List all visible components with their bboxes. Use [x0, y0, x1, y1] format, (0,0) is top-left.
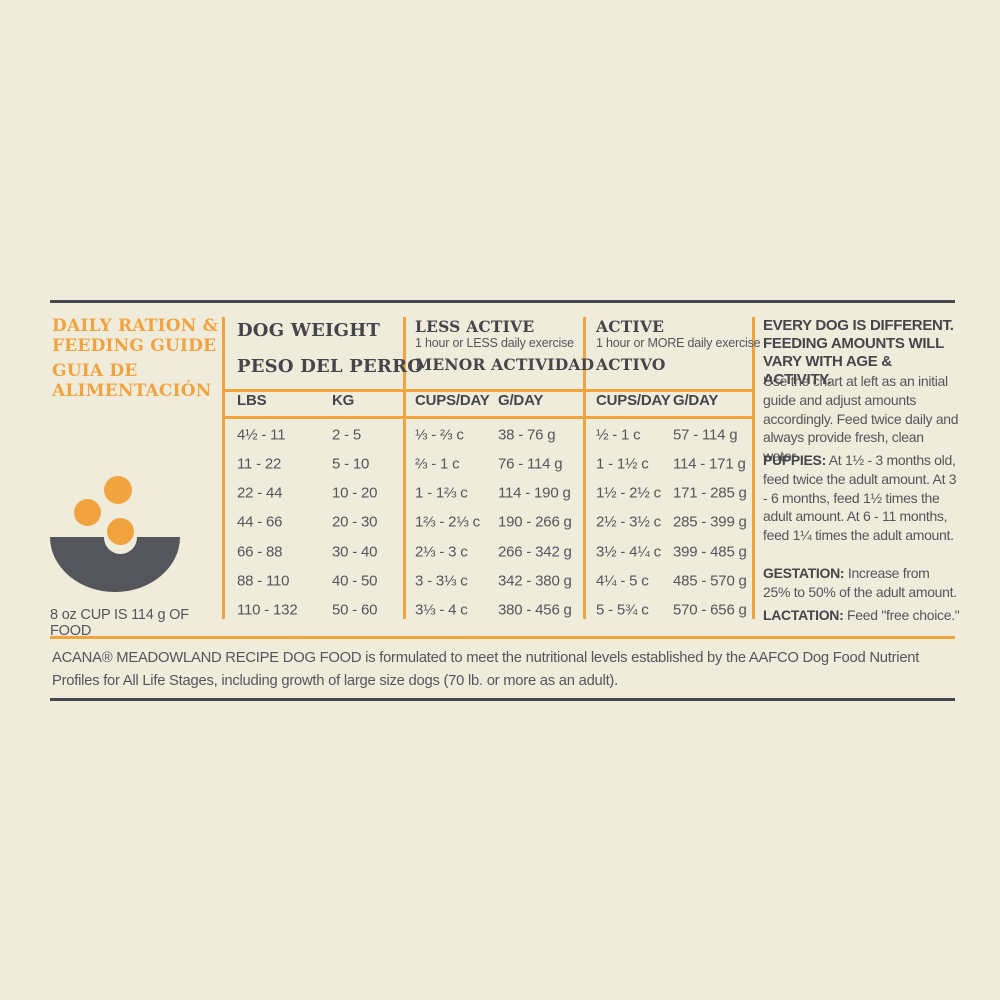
notes-intro: Use the chart at left as an initial guid…: [763, 373, 959, 465]
divider-lessactive-active: [583, 317, 586, 619]
table-row: 22 - 44 10 - 20 1 - 1⅔ c 114 - 190 g 1½ …: [222, 478, 755, 507]
table-bottom-rule: [50, 636, 955, 639]
kibble-piece-icon: [74, 499, 101, 526]
lbs-value: 22 - 44: [237, 484, 283, 501]
cup-measure-note: 8 oz CUP IS 114 g OF FOOD: [50, 607, 189, 639]
kg-value: 10 - 20: [332, 484, 378, 501]
less-active-grams-value: 190 - 266 g: [498, 513, 572, 530]
active-grams-value: 570 - 656 g: [673, 601, 747, 618]
active-grams-value: 285 - 399 g: [673, 513, 747, 530]
col-header-dog-weight: DOG WEIGHT: [237, 320, 381, 341]
less-active-grams-value: 114 - 190 g: [498, 484, 571, 501]
guide-title-en: DAILY RATION & FEEDING GUIDE: [52, 316, 222, 356]
table-row: 4½ - 11 2 - 5 ⅓ - ⅔ c 38 - 76 g ½ - 1 c …: [222, 420, 755, 449]
table-subheader-row: LBS KG CUPS/DAY G/DAY CUPS/DAY G/DAY: [222, 392, 755, 416]
guide-subtitle-line2: ALIMENTACIÓN: [52, 380, 212, 401]
puppies-label: PUPPIES:: [763, 452, 826, 468]
col-header-menor-actividad: MENOR ACTIVIDAD: [415, 355, 595, 374]
guide-subtitle-line1: GUIA DE: [52, 361, 138, 381]
kg-value: 30 - 40: [332, 543, 378, 560]
bottom-rule: [50, 698, 955, 701]
divider-active-notes: [752, 317, 755, 619]
subheader-cups-active: CUPS/DAY: [596, 392, 671, 409]
subheader-kg: KG: [332, 392, 355, 409]
less-active-cups-value: 1 - 1⅔ c: [415, 484, 468, 501]
notes-puppies: PUPPIES: At 1½ - 3 months old, feed twic…: [763, 451, 960, 545]
less-active-cups-value: 1⅔ - 2⅓ c: [415, 513, 480, 530]
puppies-text: At 1½ - 3 months old, feed twice the adu…: [763, 452, 957, 544]
active-cups-value: ½ - 1 c: [596, 426, 641, 443]
less-active-cups-value: ⅔ - 1 c: [415, 455, 460, 472]
active-cups-value: 1 - 1½ c: [596, 455, 649, 472]
subheader-gday-active: G/DAY: [673, 392, 719, 409]
aafco-statement: ACANA® MEADOWLAND RECIPE DOG FOOD is for…: [52, 650, 920, 689]
active-cups-value: 4¼ - 5 c: [596, 572, 649, 589]
notes-heading: EVERY DOG IS DIFFERENT. FEEDING AMOUNTS …: [763, 317, 954, 388]
gestation-text: Increase from 25% to 50% of the adult am…: [763, 565, 957, 600]
active-grams-value: 171 - 285 g: [673, 484, 747, 501]
lbs-value: 11 - 22: [237, 455, 282, 472]
less-active-grams-value: 342 - 380 g: [498, 572, 572, 589]
lbs-value: 110 - 132: [237, 601, 298, 618]
col-subtext-less-active: 1 hour or LESS daily exercise: [415, 336, 574, 350]
guide-title-line1: DAILY RATION &: [52, 316, 219, 336]
less-active-cups-value: 3⅓ - 4 c: [415, 601, 468, 618]
subheader-gday-less-active: G/DAY: [498, 392, 544, 409]
kg-value: 5 - 10: [332, 455, 370, 472]
notes-gestation: GESTATION: Increase from 25% to 50% of t…: [763, 564, 960, 602]
lbs-value: 66 - 88: [237, 543, 283, 560]
kg-value: 50 - 60: [332, 601, 378, 618]
active-cups-value: 3½ - 4¼ c: [596, 543, 661, 560]
col-header-less-active: LESS ACTIVE: [415, 317, 535, 336]
active-grams-value: 485 - 570 g: [673, 572, 747, 589]
notes-lactation: LACTATION: Feed "free choice.": [763, 606, 960, 625]
divider-title-table: [222, 317, 225, 619]
kg-value: 40 - 50: [332, 572, 378, 589]
table-row: 88 - 110 40 - 50 3 - 3⅓ c 342 - 380 g 4¼…: [222, 566, 755, 595]
active-cups-value: 2½ - 3½ c: [596, 513, 661, 530]
lactation-text: Feed "free choice.": [843, 607, 960, 623]
kibble-piece-icon: [104, 476, 132, 504]
lbs-value: 44 - 66: [237, 513, 283, 530]
subheader-lbs: LBS: [237, 392, 267, 409]
lactation-label: LACTATION:: [763, 607, 844, 623]
table-row: 66 - 88 30 - 40 2⅓ - 3 c 266 - 342 g 3½ …: [222, 537, 755, 566]
lbs-value: 4½ - 11: [237, 426, 286, 443]
guide-title-es: GUIA DE ALIMENTACIÓN: [52, 361, 222, 401]
less-active-cups-value: ⅓ - ⅔ c: [415, 426, 464, 443]
kg-value: 20 - 30: [332, 513, 378, 530]
active-cups-value: 5 - 5¾ c: [596, 601, 649, 618]
col-header-activo: ACTIVO: [596, 355, 666, 374]
subheader-separator-line: [222, 416, 755, 419]
table-row: 44 - 66 20 - 30 1⅔ - 2⅓ c 190 - 266 g 2½…: [222, 507, 755, 536]
less-active-cups-value: 3 - 3⅓ c: [415, 572, 468, 589]
active-cups-value: 1½ - 2½ c: [596, 484, 661, 501]
kibble-piece-icon: [107, 518, 134, 545]
kg-value: 2 - 5: [332, 426, 362, 443]
less-active-grams-value: 76 - 114 g: [498, 455, 563, 472]
less-active-grams-value: 266 - 342 g: [498, 543, 572, 560]
col-header-peso-del-perro: PESO DEL PERRO: [237, 356, 424, 377]
active-grams-value: 399 - 485 g: [673, 543, 747, 560]
lbs-value: 88 - 110: [237, 572, 290, 589]
less-active-cups-value: 2⅓ - 3 c: [415, 543, 468, 560]
gestation-label: GESTATION:: [763, 565, 845, 581]
active-grams-value: 114 - 171 g: [673, 455, 746, 472]
less-active-grams-value: 38 - 76 g: [498, 426, 556, 443]
divider-weight-lessactive: [403, 317, 406, 619]
col-header-active: ACTIVE: [596, 317, 665, 336]
table-row: 11 - 22 5 - 10 ⅔ - 1 c 76 - 114 g 1 - 1½…: [222, 449, 755, 478]
subheader-cups-less-active: CUPS/DAY: [415, 392, 490, 409]
less-active-grams-value: 380 - 456 g: [498, 601, 572, 618]
top-rule: [50, 300, 955, 303]
col-subtext-active: 1 hour or MORE daily exercise: [596, 336, 761, 350]
guide-title-line2: FEEDING GUIDE: [52, 335, 217, 356]
kibble-bowl-icon: [50, 475, 182, 595]
header-separator-line: [222, 389, 755, 392]
table-row: 110 - 132 50 - 60 3⅓ - 4 c 380 - 456 g 5…: [222, 595, 755, 624]
active-grams-value: 57 - 114 g: [673, 426, 738, 443]
